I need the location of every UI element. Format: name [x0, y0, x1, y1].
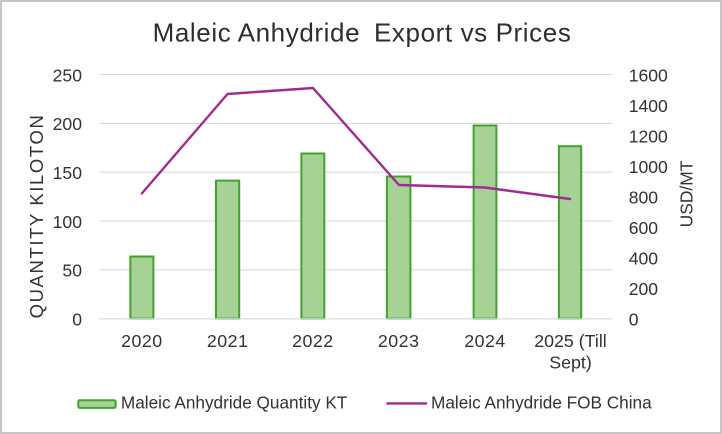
svg-text:800: 800: [629, 187, 659, 207]
svg-text:USD/MT: USD/MT: [677, 160, 697, 227]
svg-text:Sept): Sept): [549, 353, 592, 373]
svg-text:2023: 2023: [378, 331, 420, 351]
svg-text:2021: 2021: [207, 331, 249, 351]
svg-text:1600: 1600: [629, 65, 668, 85]
svg-text:Maleic Anhydride Quantity KT: Maleic Anhydride Quantity KT: [121, 393, 348, 413]
svg-text:2022: 2022: [292, 331, 334, 351]
svg-text:1200: 1200: [629, 126, 668, 146]
svg-text:QUANTITY KILOTON: QUANTITY KILOTON: [26, 114, 47, 319]
svg-text:2020: 2020: [121, 331, 163, 351]
svg-text:400: 400: [629, 249, 659, 269]
svg-text:1000: 1000: [629, 157, 668, 177]
svg-text:0: 0: [72, 310, 82, 330]
svg-text:250: 250: [53, 65, 83, 85]
svg-text:0: 0: [629, 310, 639, 330]
svg-text:50: 50: [62, 261, 82, 281]
svg-text:600: 600: [629, 218, 659, 238]
svg-text:150: 150: [53, 163, 83, 183]
svg-text:200: 200: [629, 279, 659, 299]
svg-text:1400: 1400: [629, 96, 668, 116]
svg-text:2024: 2024: [464, 331, 506, 351]
svg-text:Maleic Anhydride FOB China: Maleic Anhydride FOB China: [431, 393, 652, 413]
svg-text:2025 (Till: 2025 (Till: [534, 331, 606, 351]
svg-text:200: 200: [53, 114, 83, 134]
svg-text:100: 100: [53, 212, 83, 232]
